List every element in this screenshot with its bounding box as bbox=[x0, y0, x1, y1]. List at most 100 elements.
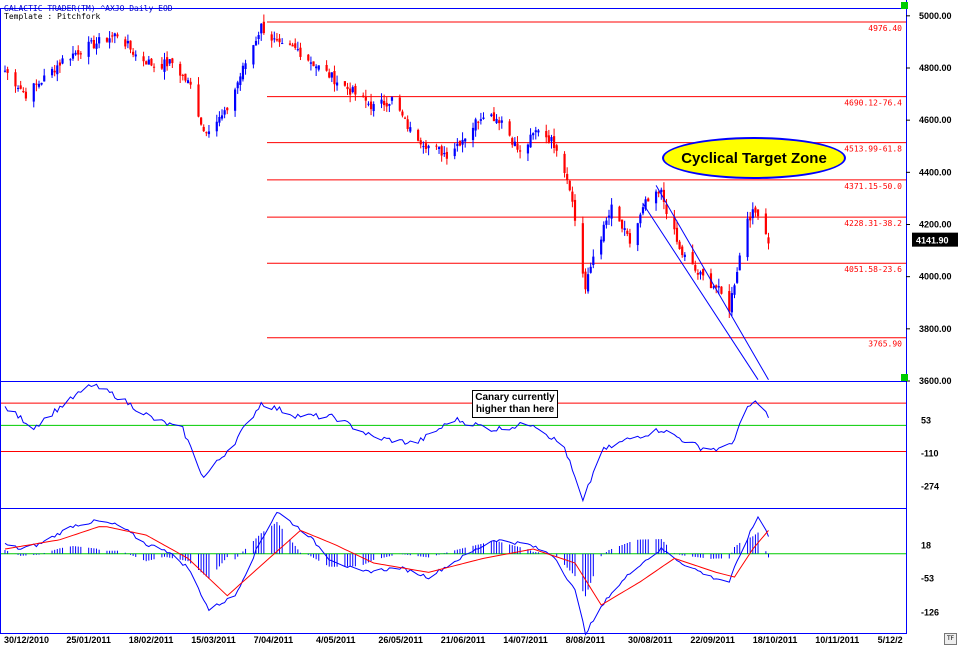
candle-body bbox=[105, 37, 109, 42]
timeframe-button[interactable]: TF bbox=[944, 633, 957, 645]
candle-body bbox=[482, 117, 485, 119]
candle-body bbox=[691, 252, 694, 265]
candle-body bbox=[746, 218, 749, 258]
fib-label: 4976.40 bbox=[868, 24, 902, 33]
candle-body bbox=[532, 133, 535, 136]
candle-body bbox=[403, 117, 407, 119]
candle-body bbox=[257, 35, 260, 40]
candle-body bbox=[92, 39, 95, 49]
candle-body bbox=[589, 266, 592, 273]
candle-body bbox=[445, 151, 448, 159]
candle-body bbox=[602, 224, 605, 242]
target-zone-label: Cyclical Target Zone bbox=[681, 149, 827, 167]
candle-body bbox=[6, 69, 9, 73]
candle-body bbox=[464, 138, 467, 142]
candle-body bbox=[678, 241, 681, 249]
candle-body bbox=[35, 83, 38, 85]
candle-body bbox=[390, 97, 394, 101]
candle-body bbox=[349, 88, 352, 95]
callout-line-2: higher than here bbox=[475, 404, 555, 415]
candle-body bbox=[281, 43, 284, 45]
candle-body bbox=[639, 214, 642, 224]
price-tick-label: 4800.00 bbox=[919, 63, 952, 73]
candle-body bbox=[252, 45, 255, 65]
canary-callout: Canary currently higher than here bbox=[472, 390, 558, 418]
x-tick-label: 15/03/2011 bbox=[191, 635, 236, 645]
candle-body bbox=[275, 39, 279, 41]
x-tick-label: 18/02/2011 bbox=[129, 635, 174, 645]
scroll-down-button bbox=[901, 374, 908, 381]
candle-body bbox=[160, 63, 163, 69]
candle-body bbox=[98, 37, 101, 44]
pitchfork-line bbox=[642, 203, 759, 380]
candle-body bbox=[150, 58, 153, 66]
candle-body bbox=[215, 121, 218, 132]
candle-body bbox=[254, 40, 258, 46]
candle-body bbox=[226, 107, 229, 111]
price-tick-label: 5000.00 bbox=[919, 11, 952, 21]
candle-body bbox=[354, 85, 357, 95]
x-tick-label: 18/10/2011 bbox=[753, 635, 798, 645]
callout-line-1: Canary currently bbox=[475, 392, 555, 403]
candle-body bbox=[453, 148, 456, 157]
candle-body bbox=[422, 146, 425, 148]
candle-body bbox=[552, 136, 556, 148]
candle-body bbox=[19, 85, 22, 89]
candle-body bbox=[628, 233, 632, 244]
candle-body bbox=[730, 293, 733, 313]
price-tick-label: 4000.00 bbox=[919, 272, 952, 282]
candle-body bbox=[132, 51, 135, 55]
candle-body bbox=[69, 59, 72, 61]
fib-label: 4371.15-50.0 bbox=[844, 182, 902, 191]
candle-body bbox=[662, 189, 666, 203]
last-price-box bbox=[912, 232, 958, 247]
candle-body bbox=[417, 129, 420, 141]
price-tick-label: 3800.00 bbox=[919, 324, 952, 334]
fib-label: 4513.99-61.8 bbox=[844, 145, 902, 154]
candle-body bbox=[335, 82, 339, 86]
price-tick-label: 4200.00 bbox=[919, 219, 952, 229]
candle-body bbox=[767, 237, 770, 244]
candle-body bbox=[660, 189, 663, 193]
candle-body bbox=[547, 135, 550, 143]
candle-body bbox=[699, 271, 702, 275]
candle-body bbox=[702, 269, 705, 276]
candle-body bbox=[586, 274, 590, 292]
candle-body bbox=[79, 53, 82, 55]
candle-body bbox=[712, 286, 715, 288]
candle-body bbox=[754, 207, 757, 213]
hist-tick-label: -53 bbox=[921, 573, 934, 583]
candle-body bbox=[419, 140, 422, 145]
x-tick-label: 22/09/2011 bbox=[690, 635, 735, 645]
candle-body bbox=[620, 219, 624, 229]
x-tick-label: 8/08/2011 bbox=[566, 635, 606, 645]
candle-body bbox=[372, 104, 375, 112]
candle-body bbox=[568, 180, 571, 191]
candle-body bbox=[385, 102, 388, 107]
candle-body bbox=[312, 61, 315, 67]
panel-frame-3 bbox=[0, 508, 907, 634]
candle-body bbox=[124, 39, 127, 47]
candle-body bbox=[715, 285, 718, 288]
osc-tick-label: 53 bbox=[921, 416, 931, 426]
candle-body bbox=[294, 43, 297, 48]
candle-body bbox=[108, 38, 111, 43]
candle-body bbox=[437, 147, 441, 149]
candle-body bbox=[367, 103, 370, 105]
candle-body bbox=[32, 83, 35, 102]
candle-body bbox=[644, 199, 647, 209]
panel-frame-1 bbox=[0, 8, 907, 382]
candle-body bbox=[571, 191, 574, 202]
candle-body bbox=[236, 82, 239, 89]
candle-body bbox=[398, 97, 401, 111]
candle-body bbox=[244, 63, 247, 70]
candle-body bbox=[492, 112, 496, 122]
candle-body bbox=[364, 97, 367, 101]
candle-body bbox=[534, 130, 537, 133]
candle-body bbox=[623, 228, 626, 231]
candle-body bbox=[458, 140, 462, 146]
candle-body bbox=[134, 54, 137, 57]
candle-body bbox=[205, 132, 208, 134]
candle-body bbox=[317, 65, 320, 70]
